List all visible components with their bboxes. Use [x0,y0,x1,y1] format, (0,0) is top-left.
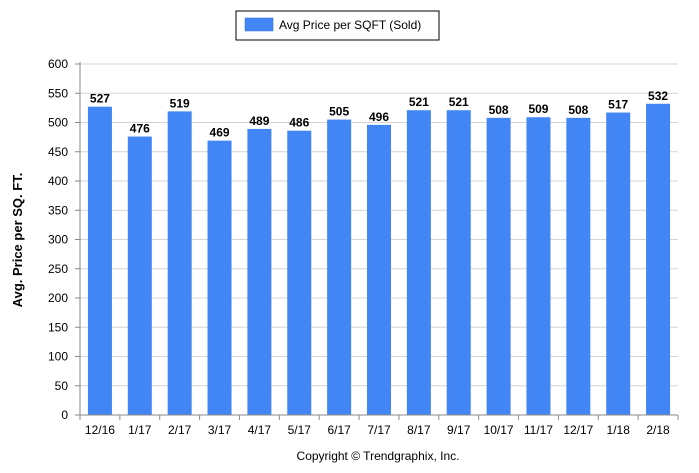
y-tick-label: 400 [48,174,68,188]
bar [127,136,152,416]
bars [87,103,671,416]
y-tick-label: 200 [48,291,68,305]
y-tick-label: 150 [48,320,68,334]
x-tick-label: 5/17 [288,423,312,437]
bar-value-label: 489 [249,114,269,128]
legend-swatch [244,17,274,32]
x-tick-label: 11/17 [524,423,553,437]
bar [526,117,551,416]
x-tick-label: 8/17 [407,423,431,437]
bar-value-label: 505 [329,105,349,119]
bar-value-label: 519 [170,96,190,110]
legend-label: Avg Price per SQFT (Sold) [279,18,421,32]
bar-value-label: 532 [648,89,668,103]
legend: Avg Price per SQFT (Sold) [235,10,440,41]
copyright-text: Copyright © Trendgraphix, Inc. [297,449,460,463]
y-tick-label: 350 [48,203,68,217]
x-tick-label: 2/18 [646,423,670,437]
axes [79,62,678,416]
bar [247,128,272,415]
y-axis-title: Avg. Price per SQ. FT. [10,173,25,308]
x-tick-label: 1/17 [128,423,152,437]
x-tick-labels: 12/16 1/17 2/17 3/17 4/17 5/17 6/17 7/17 8/17 9/1… [79,415,679,437]
x-tick-label: 7/17 [367,423,391,437]
bar-value-label: 517 [608,98,628,112]
bar [566,117,591,415]
bar [646,103,671,415]
y-tick-label: 100 [48,350,68,364]
x-tick-label: 1/18 [607,423,631,437]
bar-value-label: 486 [289,116,309,130]
bar-value-label: 508 [568,103,588,117]
bar-value-label: 469 [210,126,230,140]
bar [87,106,112,415]
bar [367,124,391,415]
y-tick-label: 50 [55,379,69,393]
bar-value-label: 527 [90,92,110,106]
x-tick-label: 12/16 [85,423,115,437]
y-tick-label: 600 [48,57,68,71]
bar [207,140,232,415]
bar [406,110,431,415]
value-labels: 527 476 519 469 489 486 505 496 521 521 508 509 508 5… [90,89,668,140]
x-tick-label: 10/17 [484,423,514,437]
x-tick-label: 6/17 [327,423,351,437]
bar-value-label: 508 [489,103,509,117]
y-tick-label: 500 [48,116,68,130]
y-tick-label: 0 [61,408,68,422]
x-tick-label: 2/17 [168,423,192,437]
bar-value-label: 521 [449,95,469,109]
x-tick-label: 12/17 [563,423,593,437]
x-tick-label: 9/17 [447,423,471,437]
y-tick-label: 300 [48,233,68,247]
x-tick-label: 3/17 [208,423,232,437]
bar-value-label: 476 [130,122,150,136]
bar-value-label: 509 [528,102,548,116]
y-tick-label: 450 [48,145,68,159]
y-tick-labels: 0 50 100 150 200 250 300 350 400 450 500 550 600 [48,57,80,422]
y-tick-label: 550 [48,86,68,100]
bar [446,110,471,415]
bar-value-label: 521 [409,95,429,109]
bar [287,130,312,415]
bar-value-label: 496 [369,110,389,124]
x-tick-label: 4/17 [248,423,272,437]
bar [167,111,192,415]
y-tick-label: 250 [48,262,68,276]
bar [327,119,352,415]
bar [606,112,631,416]
bar [486,117,511,415]
